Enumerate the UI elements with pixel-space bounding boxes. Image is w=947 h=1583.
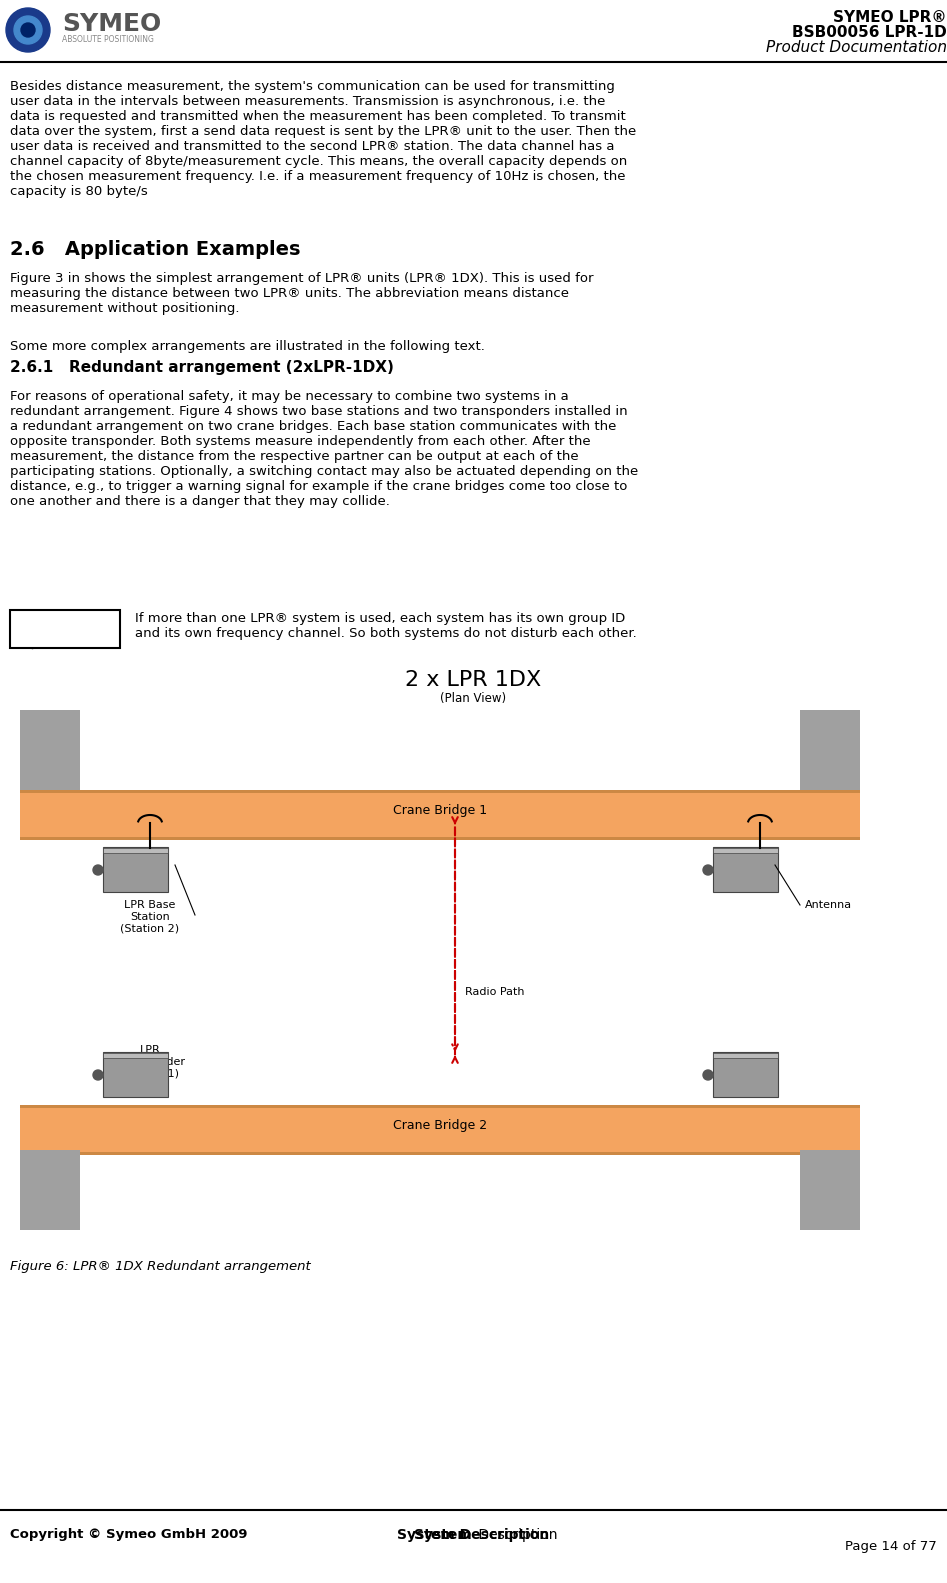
Text: Antenna: Antenna [805, 901, 852, 910]
Text: ABSOLUTE POSITIONING: ABSOLUTE POSITIONING [62, 35, 153, 44]
Bar [20, 790, 860, 841]
Circle shape [703, 864, 713, 875]
Bar [713, 847, 778, 891]
Text: LPR
Transponder
(Station 1): LPR Transponder (Station 1) [116, 1045, 185, 1078]
Bar [10, 609, 120, 647]
Text: System Description: System Description [397, 1528, 549, 1542]
Text: Product Documentation: Product Documentation [766, 40, 947, 55]
Bar [20, 837, 860, 841]
Bar [20, 790, 860, 793]
Bar [20, 1105, 860, 1108]
Text: For reasons of operational safety, it may be necessary to combine two systems in: For reasons of operational safety, it ma… [10, 389, 638, 508]
Text: i: i [19, 616, 26, 633]
Bar [103, 848, 168, 853]
Text: If more than one LPR® system is used, each system has its own group ID
and its o: If more than one LPR® system is used, ea… [135, 613, 636, 640]
Text: Besides distance measurement, the system's communication can be used for transmi: Besides distance measurement, the system… [10, 81, 636, 198]
Text: Description: Description [474, 1528, 558, 1542]
Text: Copyright © Symeo GmbH 2009: Copyright © Symeo GmbH 2009 [10, 1528, 247, 1540]
Text: SYMEO: SYMEO [62, 13, 161, 36]
Bar [103, 847, 168, 891]
Text: LPR Base
Station
(Station 2): LPR Base Station (Station 2) [120, 901, 180, 934]
Text: System: System [414, 1528, 472, 1542]
Bar [20, 1149, 80, 1230]
Circle shape [93, 864, 103, 875]
Bar [800, 1149, 860, 1230]
Text: Radio Path: Radio Path [465, 986, 525, 997]
Bar [103, 1053, 168, 1097]
Bar [800, 711, 860, 790]
Text: BSB00056 LPR-1D: BSB00056 LPR-1D [793, 25, 947, 40]
Text: 2 x LPR 1DX: 2 x LPR 1DX [405, 670, 541, 690]
Text: SYMEO LPR®: SYMEO LPR® [833, 9, 947, 25]
Text: Figure 3 in shows the simplest arrangement of LPR® units (LPR® 1DX). This is use: Figure 3 in shows the simplest arrangeme… [10, 272, 594, 315]
Bar [20, 711, 80, 790]
Text: Note: Note [40, 621, 73, 635]
Circle shape [21, 24, 35, 36]
Text: Crane Bridge 2: Crane Bridge 2 [393, 1119, 487, 1132]
Text: Some more complex arrangements are illustrated in the following text.: Some more complex arrangements are illus… [10, 340, 485, 353]
Text: Figure 6: LPR® 1DX Redundant arrangement: Figure 6: LPR® 1DX Redundant arrangement [10, 1260, 311, 1273]
Text: Page 14 of 77: Page 14 of 77 [846, 1540, 937, 1553]
Bar [20, 1105, 860, 1156]
Text: Crane Bridge 1: Crane Bridge 1 [393, 804, 487, 817]
Bar [713, 1053, 778, 1097]
Bar [20, 711, 860, 1235]
Bar [713, 848, 778, 853]
Bar [20, 1152, 860, 1156]
Bar [103, 1053, 168, 1057]
Bar [713, 1053, 778, 1057]
Circle shape [6, 8, 50, 52]
Circle shape [703, 1070, 713, 1080]
Text: (Plan View): (Plan View) [440, 692, 506, 704]
Text: 2.6.1   Redundant arrangement (2xLPR-1DX): 2.6.1 Redundant arrangement (2xLPR-1DX) [10, 359, 394, 375]
Circle shape [14, 16, 42, 44]
Text: 2.6   Application Examples: 2.6 Application Examples [10, 241, 300, 260]
Circle shape [93, 1070, 103, 1080]
